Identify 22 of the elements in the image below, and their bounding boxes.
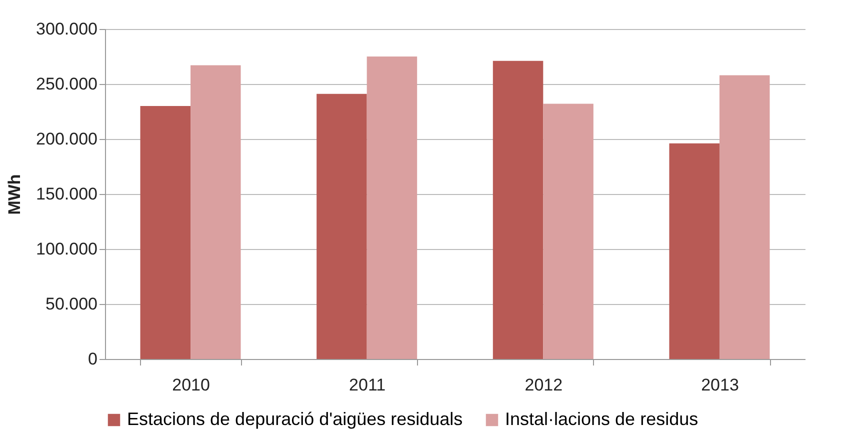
bar (316, 94, 367, 359)
x-tick-label: 2010 (172, 376, 210, 394)
y-tick-label: 0 (88, 350, 98, 368)
y-tick-label: 50.000 (46, 294, 98, 314)
bar (543, 104, 594, 359)
y-tick-label: 300.000 (36, 20, 98, 38)
y-tick-label: 100.000 (36, 240, 98, 258)
bar (190, 65, 241, 359)
legend-label: Estacions de depuració d'aigües residuals (127, 409, 463, 429)
bar (719, 75, 770, 359)
bar (140, 106, 191, 359)
y-tick-label: 150.000 (36, 184, 98, 204)
x-tick-label: 2011 (349, 376, 386, 394)
y-axis-title: MWh (5, 174, 24, 215)
y-tick-label: 250.000 (36, 74, 98, 94)
x-tick-label: 2012 (524, 376, 563, 394)
bar (492, 60, 544, 359)
y-tick-label: 200.000 (36, 130, 98, 148)
bar (366, 56, 418, 359)
bar (669, 143, 720, 359)
legend-label: Instal·lacions de residus (505, 409, 698, 429)
x-tick-label: 2013 (701, 376, 739, 394)
